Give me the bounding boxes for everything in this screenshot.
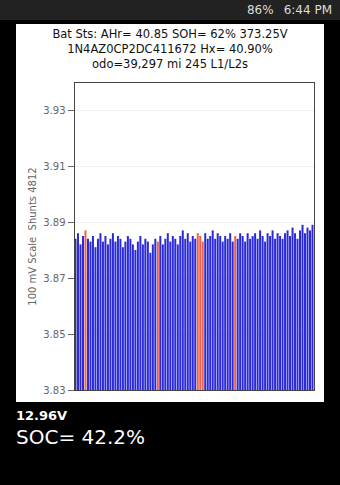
html-text:SOC= 42.2%: SOC= 42.2% [16,425,146,449]
html-text:1N4AZ0CP2DC411672 Hx= 40.90%: 1N4AZ0CP2DC411672 Hx= 40.90% [67,42,273,56]
svg-text:3.91: 3.91 [43,161,65,172]
svg-text:3.85: 3.85 [43,329,65,340]
svg-text:3.83: 3.83 [43,385,65,396]
html-text:12.96V: 12.96V [16,408,68,423]
html-text:Bat Sts: AHr= 40.85 SOH= 62% 3: Bat Sts: AHr= 40.85 SOH= 62% 373.25V [52,27,288,41]
svg-text:3.89: 3.89 [43,217,65,228]
svg-text:3.93: 3.93 [43,105,65,116]
html-text:odo=39,297 mi 245 L1/L2s: odo=39,297 mi 245 L1/L2s [92,57,248,71]
svg-text:3.87: 3.87 [43,273,65,284]
svg-text:100 mV Scale Shunts 4812: 100 mV Scale Shunts 4812 [27,167,38,305]
html-text:6:44 PM: 6:44 PM [283,3,332,17]
html-text:86%: 86% [247,3,274,17]
